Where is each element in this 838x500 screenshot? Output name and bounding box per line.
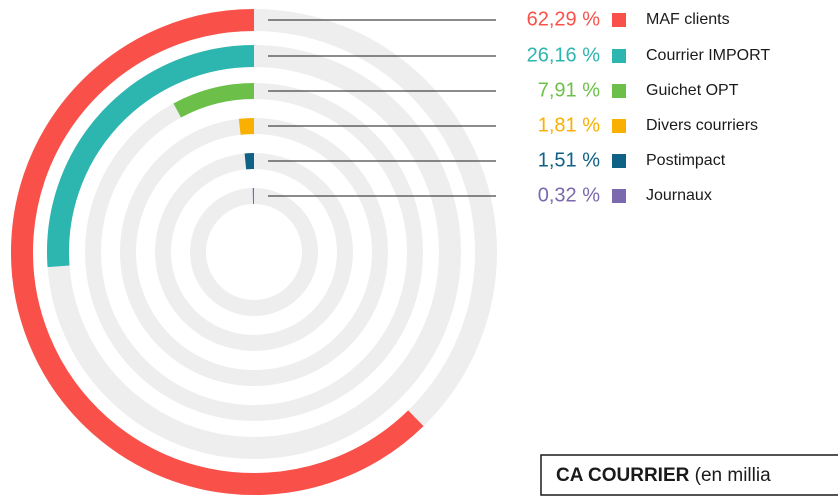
note: CA COURRIER (en millia xyxy=(556,465,771,486)
note-box xyxy=(540,454,838,496)
radial-bar xyxy=(47,45,255,268)
radial-bar xyxy=(11,9,424,495)
legend-label: MAF clients xyxy=(646,11,730,28)
legend-swatch xyxy=(612,119,626,133)
note-text: (en millia xyxy=(695,465,771,486)
radial-bar xyxy=(173,83,255,118)
legend-label: Journaux xyxy=(646,187,712,204)
track xyxy=(85,83,423,421)
legend-swatch xyxy=(612,189,626,203)
legend-label: Guichet OPT xyxy=(646,82,739,99)
legend-swatch xyxy=(612,84,626,98)
legend-label: Postimpact xyxy=(646,152,726,169)
note-bold: CA COURRIER xyxy=(556,465,690,486)
legend-swatch xyxy=(612,13,626,27)
value-label: 7,91 % xyxy=(538,79,600,101)
value-label: 1,51 % xyxy=(538,149,600,171)
legend-label: Courrier IMPORT xyxy=(646,47,770,64)
value-label: 0,32 % xyxy=(538,184,600,206)
value-label: 1,81 % xyxy=(538,114,600,136)
value-label: 62,29 % xyxy=(527,8,601,30)
legend-swatch xyxy=(612,154,626,168)
value-label: 26,16 % xyxy=(527,44,601,66)
radial-bar xyxy=(238,118,255,135)
track xyxy=(190,188,318,316)
legend-label: Divers courriers xyxy=(646,117,758,134)
legend-swatch xyxy=(612,49,626,63)
